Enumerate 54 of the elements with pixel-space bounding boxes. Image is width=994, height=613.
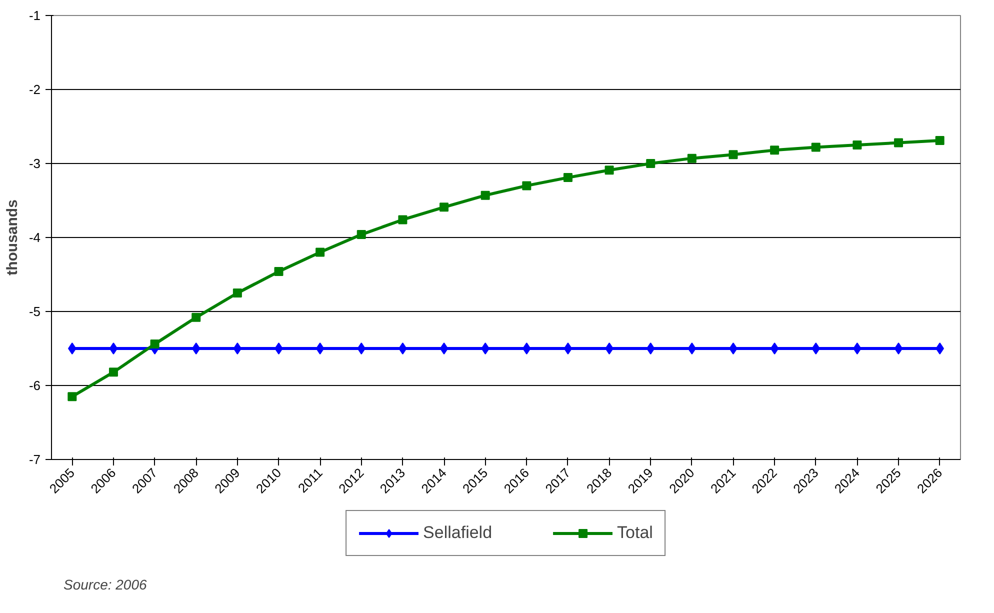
y-tick-label: -2 bbox=[28, 82, 41, 97]
point bbox=[605, 342, 614, 354]
point bbox=[894, 342, 903, 354]
y-tick-label: -6 bbox=[28, 378, 41, 393]
point bbox=[728, 150, 738, 160]
point bbox=[729, 342, 738, 354]
point bbox=[894, 138, 904, 148]
point bbox=[936, 342, 944, 354]
y-tick-label: -7 bbox=[28, 452, 41, 467]
point bbox=[192, 342, 200, 354]
legend-label: Sellafield bbox=[423, 523, 492, 543]
legend-label: Total bbox=[617, 523, 653, 543]
y-tick-label: -4 bbox=[28, 230, 41, 245]
point bbox=[852, 140, 862, 150]
y-tick-label: -1 bbox=[28, 8, 41, 23]
point bbox=[398, 342, 407, 354]
point bbox=[522, 342, 531, 354]
point bbox=[687, 154, 696, 163]
point bbox=[688, 342, 696, 354]
point bbox=[522, 181, 532, 190]
point bbox=[357, 342, 366, 354]
point bbox=[440, 342, 448, 354]
point bbox=[274, 342, 283, 354]
point bbox=[481, 342, 490, 354]
point bbox=[440, 202, 449, 212]
point bbox=[563, 173, 572, 182]
point bbox=[233, 342, 242, 354]
y-tick-label: -3 bbox=[28, 156, 41, 171]
source-note: Source: 2006 bbox=[64, 576, 147, 592]
y-axis-title: thousands bbox=[4, 200, 21, 276]
point bbox=[480, 190, 490, 200]
point bbox=[68, 342, 76, 354]
point bbox=[646, 342, 655, 354]
point bbox=[935, 136, 944, 146]
point bbox=[150, 340, 160, 349]
point bbox=[68, 392, 77, 402]
point bbox=[192, 312, 201, 322]
point bbox=[811, 142, 820, 152]
point bbox=[770, 146, 780, 155]
point bbox=[564, 342, 572, 354]
point bbox=[274, 267, 284, 276]
point bbox=[316, 248, 325, 257]
y-tick-label: -5 bbox=[28, 304, 41, 319]
point bbox=[232, 288, 242, 298]
point bbox=[646, 159, 656, 168]
point bbox=[604, 166, 614, 175]
point bbox=[812, 342, 820, 354]
point bbox=[853, 342, 862, 354]
point bbox=[398, 215, 408, 224]
point bbox=[109, 342, 118, 354]
point bbox=[770, 342, 779, 354]
point bbox=[108, 368, 118, 377]
point bbox=[356, 230, 366, 240]
point bbox=[316, 342, 324, 354]
